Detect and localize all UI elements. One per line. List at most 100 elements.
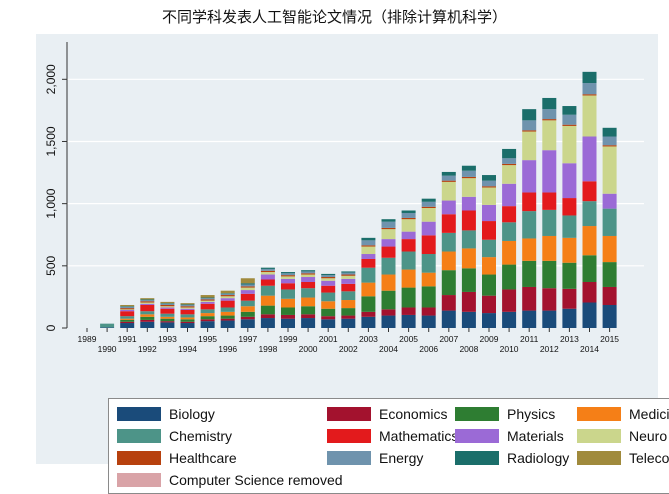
bar-segment-economics [421, 307, 436, 316]
bar-segment-energy [602, 136, 617, 146]
legend-label: Materials [507, 428, 564, 444]
bar-segment-physics [341, 308, 356, 316]
bar-segment-economics [602, 286, 617, 305]
bar-segment-radiology [401, 210, 416, 213]
stacked-bar-chart: 05001,0001,5002,000198919901991199219931… [44, 42, 644, 354]
bar-segment-chemistry [401, 251, 416, 270]
bar-segment-neuro [602, 146, 617, 194]
bar-segment-chemistry [582, 201, 597, 227]
bar-segment-healthcare [160, 304, 175, 307]
bar-segment-chemistry [502, 222, 517, 241]
bar-segment-mathematics [522, 192, 537, 212]
bar-segment-materials [180, 308, 195, 310]
x-tick-label: 1993 [158, 334, 177, 344]
bar-segment-biology [220, 320, 235, 328]
bar-segment-energy [301, 271, 316, 274]
legend-item: Energy [327, 448, 423, 468]
bar-segment-energy [321, 275, 336, 278]
bar-segment-medicine [602, 235, 617, 263]
bar-segment-healthcare [582, 94, 597, 96]
bar-segment-neuro [220, 296, 235, 299]
legend-swatch [455, 407, 499, 421]
legend-item: Economics [327, 404, 447, 424]
bar-segment-chemistry [562, 215, 577, 238]
bar-segment-radiology [542, 97, 557, 110]
bar-segment-materials [260, 274, 275, 280]
bar-segment-biology [281, 318, 295, 328]
bar-segment-energy [281, 273, 295, 276]
legend-swatch [327, 451, 371, 465]
bar-segment-materials [140, 303, 155, 305]
bar-segment-economics [582, 281, 597, 303]
bar-segment-physics [260, 305, 275, 315]
bar-segment-medicine [582, 226, 597, 256]
x-tick-label: 1991 [118, 334, 137, 344]
bar-segment-mathematics [160, 308, 175, 314]
bar-segment-medicine [401, 269, 416, 288]
x-tick-label: 1999 [279, 334, 298, 344]
bar-segment-neuro [200, 300, 215, 302]
bar-segment-materials [281, 278, 295, 284]
x-tick-label: 2007 [439, 334, 458, 344]
bar-segment-medicine [160, 316, 175, 319]
bar-segment-biology [562, 308, 577, 328]
bar-segment-neuro [240, 287, 255, 291]
x-tick-label: 1997 [238, 334, 257, 344]
bar-segment-materials [502, 183, 517, 207]
bar-segment-neuro [140, 302, 155, 304]
bar-segment-economics [482, 295, 496, 314]
bar-segment-healthcare [401, 217, 416, 220]
bar-segment-mathematics [301, 281, 316, 289]
bar-segment-radiology [361, 237, 376, 241]
bar-segment-energy [441, 175, 456, 181]
bar-segment-chemistry [140, 311, 155, 315]
bar-segment-neuro [482, 187, 496, 205]
bar-segment-economics [361, 311, 376, 317]
bar-segment-materials [240, 290, 255, 294]
bar-segment-healthcare [200, 299, 215, 301]
bar-segment-energy [160, 303, 175, 305]
chart-frame: 0 500 1,000 1,500 2,000 1989 1990 1991 1992 1993 1… [36, 34, 669, 494]
x-tick-label: 2005 [399, 334, 418, 344]
bar-segment-economics [160, 321, 175, 323]
bar-segment-mathematics [421, 235, 436, 255]
bar-segment-physics [381, 290, 396, 310]
x-tick-label: 2012 [540, 344, 559, 354]
bar-segment-radiology [240, 283, 255, 285]
bar-segment-biology [120, 323, 135, 328]
bar-segment-physics [281, 307, 295, 315]
bar-segment-economics [522, 286, 537, 311]
x-tick-label: 2011 [520, 334, 539, 344]
bar-segment-neuro [401, 219, 416, 232]
bar-segment-neuro [120, 309, 135, 310]
bar-segment-neuro [421, 208, 436, 222]
bar-segment-economics [281, 314, 295, 319]
bar-segment-telecom [200, 295, 215, 298]
bar-segment-radiology [160, 303, 175, 304]
bar-segment-telecom [120, 304, 135, 307]
bar-segment-mathematics [482, 221, 496, 240]
legend-item: Healthcare [117, 448, 237, 468]
bar-segment-mathematics [381, 246, 396, 258]
legend-item: Mathematics [327, 426, 458, 446]
legend-item: Medicine [577, 404, 669, 424]
bar-segment-chemistry [482, 239, 496, 258]
bar-segment-telecom [240, 278, 255, 284]
chart-bars [100, 71, 617, 328]
y-tick-label: 0 [44, 324, 58, 331]
bar-segment-healthcare [301, 273, 316, 275]
bar-segment-energy [502, 158, 517, 164]
bar-segment-healthcare [602, 145, 617, 147]
bar-segment-chemistry [602, 208, 617, 236]
bar-segment-chemistry [240, 300, 255, 307]
bar-segment-chemistry [301, 288, 316, 298]
bar-segment-neuro [180, 307, 195, 309]
x-tick-label: 2008 [459, 344, 478, 354]
bar-segment-physics [482, 274, 496, 296]
bar-segment-materials [220, 298, 235, 301]
x-tick-label: 2000 [299, 344, 318, 354]
bar-segment-medicine [120, 318, 135, 320]
bar-segment-economics [180, 321, 195, 324]
x-tick-label: 2004 [379, 344, 398, 354]
bar-segment-chemistry [542, 209, 557, 236]
